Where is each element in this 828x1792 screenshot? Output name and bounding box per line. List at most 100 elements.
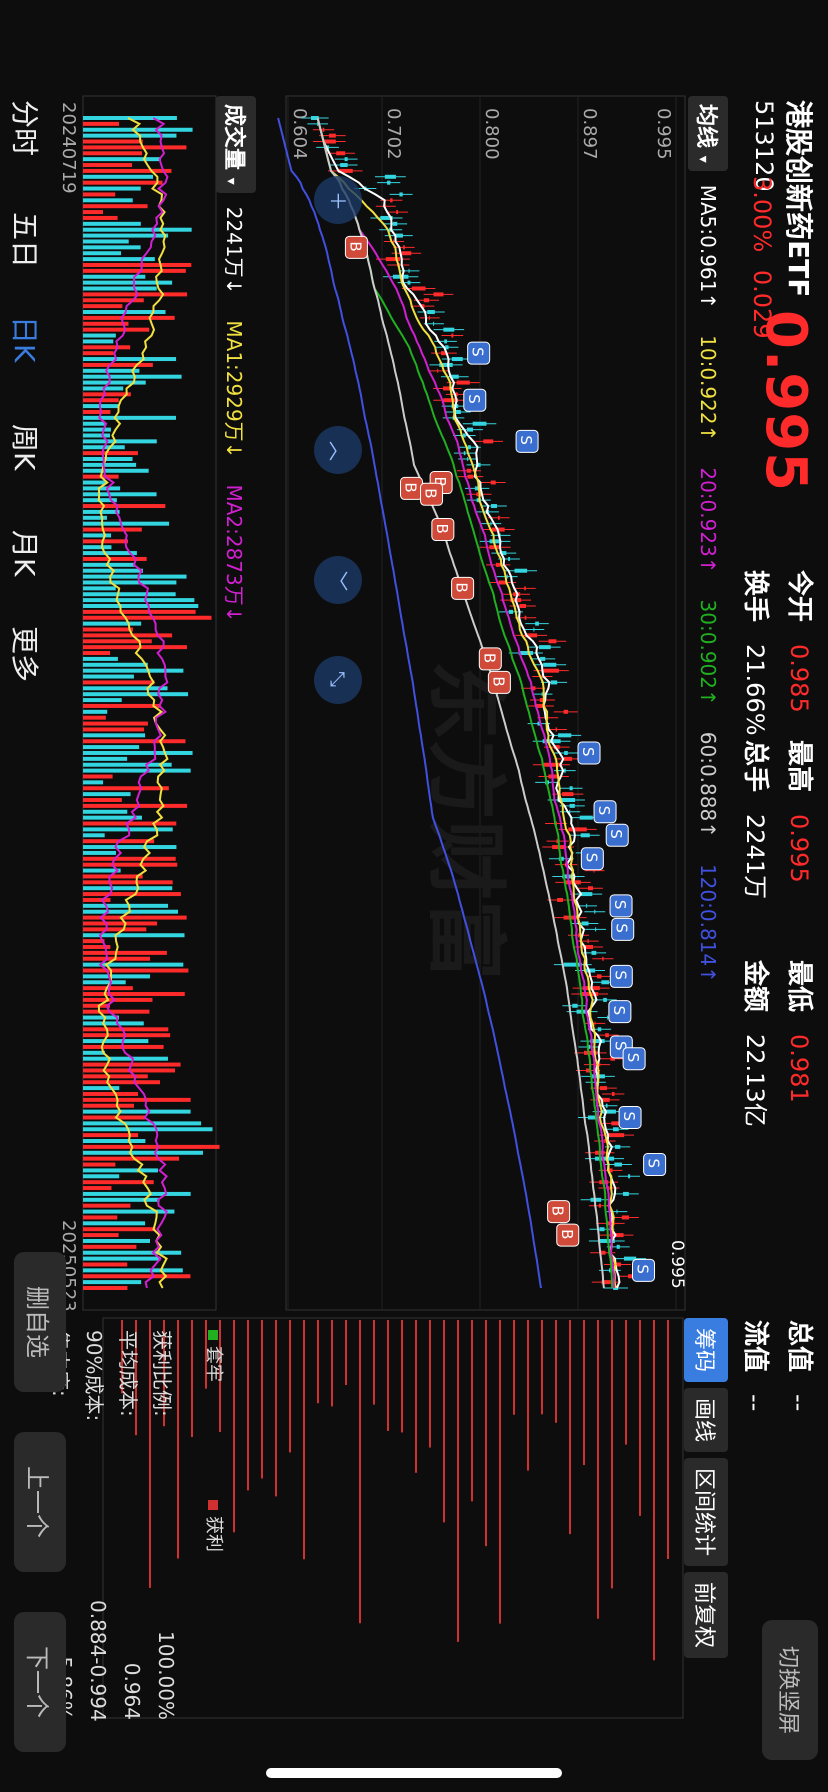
sell-marker[interactable]: S bbox=[618, 1105, 642, 1129]
marker-box bbox=[556, 1223, 580, 1247]
volume-bar bbox=[82, 562, 136, 567]
sell-marker[interactable]: S bbox=[609, 894, 633, 918]
sell-marker[interactable]: S bbox=[643, 1153, 667, 1177]
candle-body bbox=[595, 927, 597, 932]
volume-bar bbox=[83, 515, 107, 520]
volume-bar bbox=[82, 527, 142, 532]
candle-body bbox=[329, 133, 336, 138]
marker-box bbox=[618, 1105, 642, 1129]
volume-bar bbox=[82, 374, 182, 379]
sell-marker[interactable]: S bbox=[593, 800, 617, 824]
volume-bar bbox=[83, 251, 122, 256]
volume-bar bbox=[83, 651, 111, 656]
candle-body bbox=[489, 539, 501, 544]
volume-bar bbox=[82, 274, 146, 279]
volume-bar bbox=[82, 1139, 146, 1144]
next-button[interactable]: 下一个 bbox=[14, 1612, 66, 1752]
marker-box bbox=[467, 341, 491, 365]
candle-body bbox=[450, 374, 459, 379]
sell-marker[interactable]: S bbox=[608, 1000, 632, 1024]
sell-marker[interactable]: S bbox=[463, 388, 487, 412]
candle-body bbox=[533, 627, 535, 632]
stat-value: -- bbox=[785, 1394, 813, 1412]
volume-bar bbox=[83, 880, 173, 885]
buy-marker[interactable]: B bbox=[420, 482, 444, 506]
volume-bar bbox=[82, 950, 167, 955]
volume-bar bbox=[83, 1091, 138, 1096]
sell-marker[interactable]: S bbox=[632, 1258, 656, 1282]
candle-body bbox=[587, 1115, 596, 1120]
sell-marker[interactable]: S bbox=[580, 847, 604, 871]
fullscreen-exit-icon[interactable]: ⤡ bbox=[314, 656, 362, 704]
marker-box bbox=[580, 847, 604, 871]
buy-marker[interactable]: B bbox=[556, 1223, 580, 1247]
candle-body bbox=[408, 268, 410, 273]
buy-marker[interactable]: B bbox=[487, 670, 511, 694]
volume-bar bbox=[82, 609, 196, 614]
delete-watchlist-button[interactable]: 删自选 bbox=[14, 1252, 66, 1392]
marker-box bbox=[611, 917, 635, 941]
sell-marker[interactable]: S bbox=[577, 741, 601, 765]
sell-marker[interactable]: S bbox=[622, 1047, 646, 1071]
volume-bar bbox=[82, 192, 116, 197]
volume-bar bbox=[83, 127, 193, 132]
volume-mode-dropdown[interactable]: 成交量 ▾ bbox=[216, 96, 256, 193]
sell-marker[interactable]: S bbox=[467, 341, 491, 365]
candle-body bbox=[614, 1144, 621, 1149]
buy-marker[interactable]: B bbox=[400, 476, 424, 500]
volume-ma2: MA2:2873万↓ bbox=[222, 484, 247, 623]
volume-bar bbox=[83, 421, 105, 426]
candle-body bbox=[543, 662, 557, 667]
volume-bar bbox=[83, 280, 173, 285]
marker-letter: S bbox=[613, 923, 631, 933]
nav-4[interactable]: 月K bbox=[8, 530, 41, 577]
volume-bar bbox=[82, 944, 111, 949]
pan-up-icon[interactable]: ︿ bbox=[314, 426, 362, 474]
ma-line-20 bbox=[316, 117, 616, 1289]
volume-bar bbox=[82, 933, 185, 938]
candle-body bbox=[455, 392, 458, 397]
buy-marker[interactable]: B bbox=[478, 647, 502, 671]
volume-bar bbox=[83, 727, 145, 732]
nav-0[interactable]: 分时 bbox=[8, 100, 41, 157]
zoom-in-icon[interactable]: ＋ bbox=[314, 176, 362, 224]
volume-bar bbox=[83, 668, 184, 673]
buy-marker[interactable]: B bbox=[547, 1200, 571, 1224]
buy-marker[interactable]: B bbox=[451, 576, 475, 600]
volume-bar bbox=[82, 163, 133, 168]
buy-marker[interactable]: B bbox=[431, 518, 455, 542]
volume-bar bbox=[83, 774, 113, 779]
previous-button[interactable]: 上一个 bbox=[14, 1432, 66, 1572]
sell-marker[interactable]: S bbox=[515, 429, 539, 453]
ma-line-30 bbox=[316, 117, 614, 1289]
sell-marker[interactable]: S bbox=[609, 964, 633, 988]
candle-body bbox=[411, 286, 426, 291]
volume-bar bbox=[83, 409, 111, 414]
nav-1[interactable]: 五日 bbox=[8, 212, 41, 269]
volume-bar bbox=[83, 233, 169, 238]
volume-bar bbox=[83, 974, 151, 979]
volume-bar bbox=[83, 1180, 154, 1185]
sell-marker[interactable]: S bbox=[611, 917, 635, 941]
marker-letter: S bbox=[465, 394, 483, 404]
candle-body bbox=[497, 515, 500, 520]
volume-ma-line bbox=[98, 117, 169, 1289]
pan-down-icon[interactable]: ﹀ bbox=[314, 556, 362, 604]
stat-7: 流值 -- bbox=[739, 1320, 776, 1411]
candle-body bbox=[587, 886, 594, 891]
volume-bar bbox=[82, 803, 188, 808]
volume-bar bbox=[83, 1221, 146, 1226]
volume-bar bbox=[82, 145, 187, 150]
candle-body bbox=[604, 1139, 606, 1144]
nav-5[interactable]: 更多 bbox=[8, 626, 41, 683]
buy-marker[interactable]: B bbox=[344, 235, 368, 259]
marker-letter: B bbox=[549, 1206, 567, 1216]
sell-marker[interactable]: S bbox=[605, 823, 629, 847]
volume-bar bbox=[83, 1203, 131, 1208]
nav-2[interactable]: 日K bbox=[8, 316, 41, 363]
ma-line-10 bbox=[316, 117, 617, 1289]
candle-body bbox=[603, 997, 607, 1002]
marker-letter: S bbox=[582, 853, 600, 863]
nav-3[interactable]: 周K bbox=[8, 424, 41, 471]
